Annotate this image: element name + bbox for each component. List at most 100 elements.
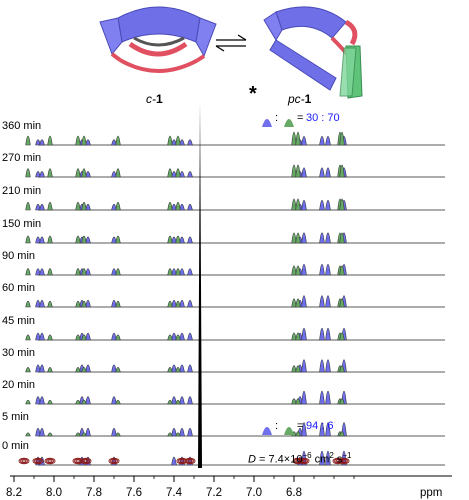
- blue-peak: [325, 263, 331, 276]
- blue-peak: [187, 396, 193, 405]
- green-peak: [75, 399, 81, 405]
- blue-peak: [187, 236, 193, 244]
- green-peak: [167, 235, 173, 244]
- dosy-contour: [83, 459, 89, 463]
- blue-peak: [301, 200, 307, 211]
- spectrum-trace: [25, 198, 445, 211]
- ratio-bottom-value: 94 : 6: [306, 420, 334, 432]
- blue-peak: [319, 136, 325, 146]
- x-axis-unit: ppm: [420, 487, 443, 499]
- pc1-label: pc-1: [288, 92, 311, 106]
- solvent-asterisk: *: [249, 83, 257, 105]
- green-peak: [25, 334, 31, 341]
- time-label: 30 min: [2, 347, 36, 359]
- green-peak: [115, 334, 121, 341]
- green-peak: [167, 300, 173, 308]
- green-peak: [115, 135, 121, 146]
- blue-peak: [319, 295, 325, 308]
- blue-peak: [39, 300, 45, 308]
- blue-peak: [325, 136, 331, 146]
- blue-peak: [179, 427, 185, 437]
- green-peak: [339, 131, 345, 146]
- pc1-label-number: 1: [304, 92, 312, 106]
- dosy-contour: [334, 458, 342, 464]
- blue-peak: [171, 396, 177, 405]
- green-peak: [167, 201, 173, 211]
- dosy-contours: [18, 457, 350, 465]
- time-label: 20 min: [2, 379, 36, 391]
- time-label: 90 min: [2, 250, 36, 262]
- blue-peak: [187, 427, 193, 437]
- green-peak: [47, 135, 53, 146]
- spectrum-trace: [25, 164, 445, 178]
- green-peak: [115, 201, 121, 211]
- blue-peak: [187, 300, 193, 308]
- x-tick-label: 7.6: [126, 487, 142, 499]
- blue-peak: [111, 427, 117, 437]
- green-peak: [25, 235, 31, 244]
- x-tick-label: 7.2: [206, 487, 222, 499]
- blue-peak: [301, 167, 307, 178]
- blue-peak: [301, 295, 307, 308]
- blue-peak: [301, 390, 307, 405]
- blue-peak: [171, 427, 177, 437]
- x-tick-label: 8.2: [6, 487, 22, 499]
- green-peak: [25, 300, 31, 308]
- green-peak: [115, 432, 121, 437]
- green-peak: [167, 135, 173, 146]
- blue-peak: [319, 359, 325, 373]
- green-peak: [47, 300, 53, 308]
- blue-peak-icon: [262, 119, 272, 127]
- blue-peak: [301, 359, 307, 373]
- blue-peak: [111, 396, 117, 405]
- green-peak: [339, 431, 345, 437]
- green-peak: [47, 268, 53, 276]
- green-peak: [47, 201, 53, 211]
- green-peak: [339, 164, 345, 178]
- ratio-bottom-equals: =: [297, 420, 304, 432]
- blue-peak: [325, 450, 331, 466]
- dosy-contour: [176, 457, 188, 465]
- dosy-contour: [46, 458, 54, 464]
- green-peak: [81, 135, 87, 146]
- green-peak: [295, 332, 301, 341]
- blue-peak: [325, 327, 331, 341]
- x-tick-label: 7.0: [246, 487, 262, 499]
- blue-peak: [179, 300, 185, 308]
- dosy-contour: [338, 457, 350, 465]
- blue-peak: [171, 456, 177, 466]
- green-peak: [339, 398, 345, 405]
- green-peak: [75, 235, 81, 244]
- dosy-contour: [110, 458, 118, 464]
- blue-peak: [325, 232, 331, 244]
- green-peak: [115, 367, 121, 373]
- blue-peak: [39, 364, 45, 373]
- green-peak: [25, 432, 31, 437]
- time-label: 210 min: [2, 185, 42, 197]
- diffusion-symbol: D: [248, 453, 256, 466]
- green-peak: [25, 399, 31, 405]
- green-peak: [175, 367, 181, 373]
- dosy-contour: [18, 457, 30, 465]
- green-peak: [295, 398, 301, 405]
- green-peak: [75, 367, 81, 373]
- x-tick-label: 7.4: [166, 487, 182, 499]
- green-peak: [81, 367, 87, 373]
- green-peak: [75, 135, 81, 146]
- green-peak: [47, 235, 53, 244]
- blue-peak: [39, 171, 45, 178]
- dosy-contour: [295, 459, 301, 463]
- blue-peak: [179, 332, 185, 341]
- blue-peak: [179, 364, 185, 373]
- green-peak: [339, 265, 345, 276]
- dosy-contour: [75, 459, 81, 463]
- ratio-top-value: 30 : 70: [306, 112, 340, 124]
- green-peak: [339, 332, 345, 341]
- blue-peak: [171, 364, 177, 373]
- pc1-molecule-drawing: [263, 6, 363, 99]
- green-peak: [115, 399, 121, 405]
- green-peak: [81, 268, 87, 276]
- green-peak: [167, 168, 173, 178]
